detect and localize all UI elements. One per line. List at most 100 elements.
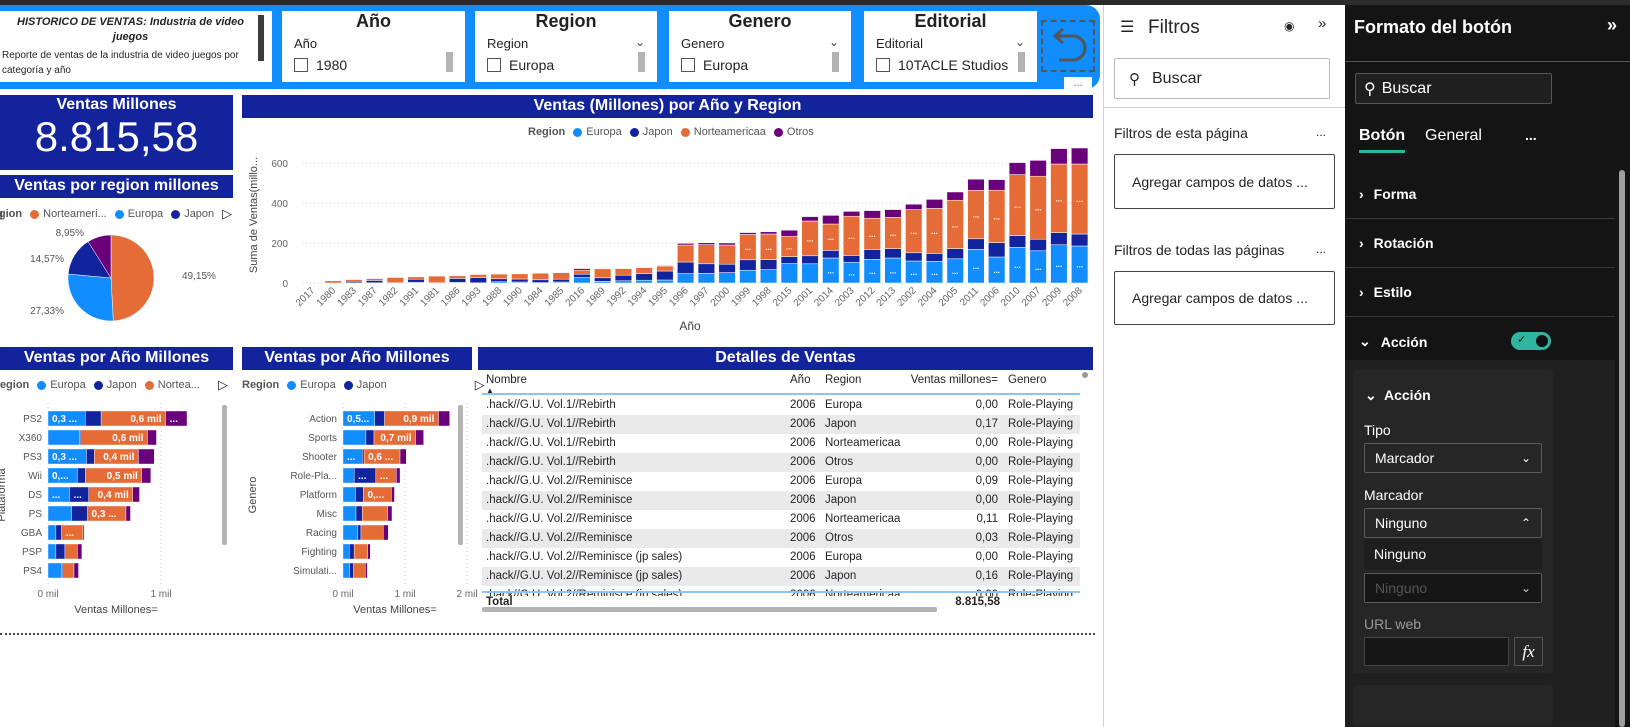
table-cell: 0,00 <box>975 494 998 506</box>
section-rotacion[interactable]: › Rotación <box>1345 219 1615 268</box>
legend-item[interactable]: Japon <box>184 208 215 220</box>
checkbox[interactable] <box>487 58 501 72</box>
section-estilo[interactable]: › Estilo <box>1345 268 1615 317</box>
legend-item[interactable]: Norteameri... <box>43 208 107 220</box>
slicer-editorial[interactable]: Editorial Editorial ⌄ 10TACLE Studios <box>864 11 1037 82</box>
format-search-input[interactable]: ⚲ Buscar <box>1355 73 1552 104</box>
bar-segment <box>967 178 985 191</box>
slicer-scrollbar[interactable] <box>832 52 839 72</box>
table-v-scrollbar[interactable] <box>1082 372 1088 378</box>
legend-item[interactable]: Europa <box>50 379 86 391</box>
pie-slice <box>87 234 112 279</box>
table-cell: 2006 <box>790 532 816 544</box>
table-row[interactable]: .hack//G.U. Vol.1//Rebirth 2006 Europa 0,00… <box>482 396 1080 415</box>
tipo-label: Tipo <box>1364 422 1391 438</box>
column-header-ventas[interactable]: Ventas millones= <box>910 374 998 386</box>
accion-toggle[interactable]: ✓ <box>1511 332 1551 350</box>
slicer-ano[interactable]: Año Año 1980 <box>282 11 465 82</box>
legend-item[interactable]: Japon <box>642 126 673 138</box>
page-filters-more[interactable]: ... <box>1316 125 1327 139</box>
tab-boton[interactable]: Botón <box>1359 127 1406 153</box>
format-scrollbar[interactable] <box>1619 170 1625 727</box>
chevron-down-icon[interactable]: ⌄ <box>634 35 645 49</box>
slicer-option[interactable]: 1980 <box>294 57 347 73</box>
pie-legend: egRegion Norteameri... Europa Japon ▷ <box>0 206 232 222</box>
marcador-dropdown[interactable]: Ninguno ⌃ <box>1364 508 1542 538</box>
card-title[interactable]: ⌄ Acción <box>1365 387 1431 404</box>
table-row[interactable]: .hack//G.U. Vol.2//Reminisce 2006 Japon 0,0… <box>482 491 1080 510</box>
chevron-right-icon: › <box>1359 284 1364 300</box>
column-header-region[interactable]: Region <box>825 374 862 386</box>
table-row[interactable]: .hack//G.U. Vol.2//Reminisce (jp sales) 2… <box>482 567 1080 586</box>
legend-next-icon[interactable]: ▷ <box>217 377 228 392</box>
column-header-nombre[interactable]: Nombre <box>486 374 527 386</box>
page-filters-dropzone[interactable]: Agregar campos de datos ... <box>1114 154 1335 209</box>
section-forma[interactable]: › Forma <box>1345 170 1615 219</box>
y-tick-label: DS <box>28 490 42 501</box>
text-scrollbar[interactable] <box>258 15 264 61</box>
slicer-scrollbar[interactable] <box>638 52 645 72</box>
legend-item[interactable]: Europa <box>586 126 622 138</box>
slicer-scrollbar[interactable] <box>446 52 453 72</box>
table-row[interactable]: .hack//G.U. Vol.1//Rebirth 2006 Norteameri… <box>482 434 1080 453</box>
fx-button[interactable]: fx <box>1514 637 1543 666</box>
all-filters-more[interactable]: ... <box>1316 242 1327 256</box>
checkbox[interactable] <box>681 58 695 72</box>
legend-item[interactable]: Nortea... <box>157 379 200 391</box>
column-header-genero[interactable]: Genero <box>1008 374 1047 386</box>
legend-item[interactable]: Europa <box>127 208 164 220</box>
column-header-ano[interactable]: Año <box>790 374 811 386</box>
collapse-format-icon[interactable]: » <box>1607 15 1618 35</box>
dropdown-option[interactable]: Ninguno <box>1364 539 1542 569</box>
bar-segment <box>760 231 778 235</box>
section-accion[interactable]: ⌄ Acción <box>1345 317 1615 366</box>
tab-general[interactable]: General <box>1425 127 1482 144</box>
slicer-region[interactable]: Region Region ⌄ Europa <box>475 11 657 82</box>
table-row[interactable]: .hack//G.U. Vol.2//Reminisce 2006 Norteame… <box>482 510 1080 529</box>
table-row[interactable]: .hack//G.U. Vol.1//Rebirth 2006 Otros 0,00 R… <box>482 453 1080 472</box>
legend-item[interactable]: Japon <box>106 379 137 391</box>
chevron-down-icon[interactable]: ⌄ <box>828 35 839 49</box>
legend-next-icon[interactable]: ▷ <box>474 377 485 392</box>
bar-segment <box>884 209 902 218</box>
back-button[interactable] <box>1041 20 1095 72</box>
slicer-genero[interactable]: Genero Genero ⌄ Europa <box>669 11 851 82</box>
filters-search-input[interactable]: ⚲ Buscar <box>1114 58 1330 99</box>
eye-icon[interactable]: ◉ <box>1284 19 1295 33</box>
table-row[interactable]: .hack//G.U. Vol.1//Rebirth 2006 Japon 0,17 R… <box>482 415 1080 434</box>
bar-segment <box>324 280 342 284</box>
legend-item[interactable]: Japon <box>356 379 387 391</box>
legend-item[interactable]: Otros <box>786 126 814 138</box>
y-tick-label: Fighting <box>301 547 337 558</box>
legend-item[interactable]: Norteamericaa <box>693 126 766 138</box>
y-tick-label: PS3 <box>23 452 42 463</box>
table-row[interactable]: .hack//G.U. Vol.2//Reminisce 2006 Europa 0,… <box>482 472 1080 491</box>
bar-segment <box>573 268 591 271</box>
tipo-dropdown[interactable]: Marcador ⌄ <box>1364 443 1542 473</box>
legend-next-icon[interactable]: ▷ <box>222 206 233 221</box>
slicer-option[interactable]: Europa <box>681 57 748 73</box>
bar-segment <box>739 232 757 235</box>
checkbox[interactable] <box>294 58 308 72</box>
table-row[interactable]: .hack//G.U. Vol.2//Reminisce (jp sales) 2… <box>482 548 1080 567</box>
slicer-scrollbar[interactable] <box>1018 52 1025 72</box>
slicer-option[interactable]: Europa <box>487 57 554 73</box>
slicer-option[interactable]: 10TACLE Studios <box>876 57 1008 73</box>
more-options-button[interactable]: ... <box>1064 77 1092 97</box>
data-label: 0,3 ... <box>52 414 77 425</box>
collapse-filters-icon[interactable]: » <box>1318 15 1327 32</box>
all-filters-dropzone[interactable]: Agregar campos de datos ... <box>1114 271 1335 325</box>
bar-segment <box>415 429 424 446</box>
table-row[interactable]: .hack//G.U. Vol.2//Reminisce 2006 Otros 0,0… <box>482 529 1080 548</box>
legend-dot <box>171 209 181 219</box>
table-h-scrollbar[interactable] <box>482 607 937 612</box>
table-cell: Role-Playing <box>1008 494 1074 506</box>
chevron-down-icon[interactable]: ⌄ <box>1014 35 1025 49</box>
legend-item[interactable]: Europa <box>300 379 336 391</box>
section-label: Rotación <box>1373 235 1434 251</box>
url-input[interactable] <box>1364 637 1509 666</box>
more-options-button[interactable]: ... <box>1525 127 1537 143</box>
checkbox[interactable] <box>876 58 890 72</box>
y-tick-label: PS <box>29 509 43 520</box>
y-tick-label: Platform <box>300 490 337 501</box>
